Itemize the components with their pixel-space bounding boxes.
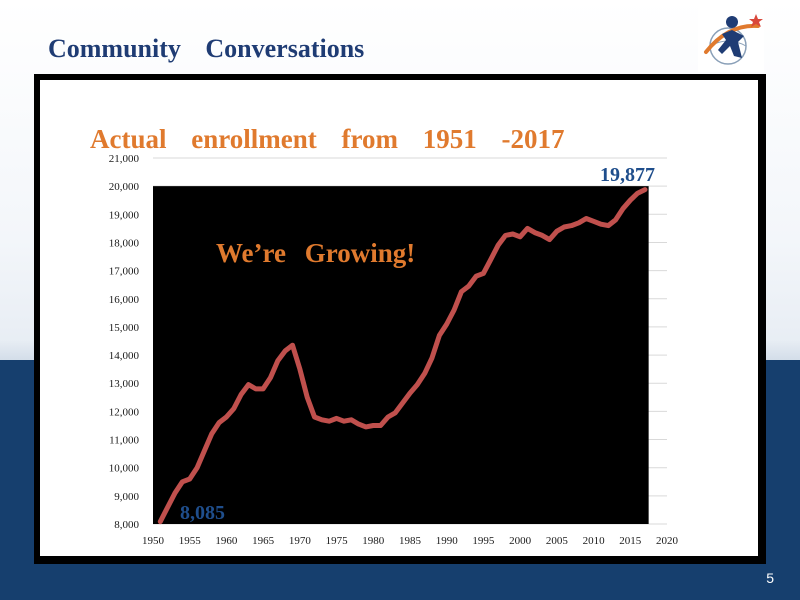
y-tick-label: 20,000 [109,181,140,193]
x-tick-label: 1985 [399,535,422,547]
logo-icon [704,14,763,65]
x-axis-ticks: 1950 1955 1960 1965 1970 1975 1980 1985 1990 1995… [142,535,679,547]
logo [698,6,764,72]
chart-annotation: We’re Growing! [216,238,415,268]
enrollment-line-chart: 8,000 9,000 10,000 11,000 12,000 13,000 14,000… [90,124,679,547]
y-tick-label: 8,000 [114,519,139,531]
x-tick-label: 2005 [546,535,569,547]
slide-title: Community Conversations [48,34,365,63]
x-tick-label: 2015 [619,535,642,547]
y-tick-label: 10,000 [109,463,140,475]
y-tick-label: 21,000 [109,153,140,165]
start-value-label: 8,085 [180,502,225,524]
x-tick-label: 1960 [215,535,238,547]
y-axis-ticks: 8,000 9,000 10,000 11,000 12,000 13,000 14,000… [109,153,140,531]
chart-panel: 8,000 9,000 10,000 11,000 12,000 13,000 14,000… [40,80,758,556]
end-value-label: 19,877 [600,164,655,186]
plot-background [153,186,649,524]
x-tick-label: 1995 [472,535,495,547]
y-tick-label: 11,000 [109,435,139,447]
page-number: 5 [766,570,774,586]
x-tick-label: 1955 [179,535,202,547]
y-tick-label: 15,000 [109,322,140,334]
y-tick-label: 19,000 [109,209,140,221]
y-tick-label: 12,000 [109,406,140,418]
y-tick-label: 13,000 [109,378,140,390]
x-tick-label: 1980 [362,535,385,547]
y-tick-label: 17,000 [109,266,140,278]
y-tick-label: 18,000 [109,237,140,249]
x-tick-label: 1950 [142,535,165,547]
x-tick-label: 1990 [436,535,459,547]
x-tick-label: 2000 [509,535,531,547]
y-tick-label: 9,000 [114,491,139,503]
y-tick-label: 14,000 [109,350,140,362]
logo-star [749,14,763,27]
logo-figure [718,30,744,58]
x-tick-label: 1975 [326,535,349,547]
enrollment-series-line [157,187,648,525]
x-tick-label: 2010 [583,535,606,547]
x-tick-label: 1965 [252,535,275,547]
x-tick-label: 2020 [656,535,679,547]
logo-head [726,16,738,28]
chart-title: Actual enrollment from 1951 -2017 [90,124,564,154]
x-tick-label: 1970 [289,535,312,547]
y-tick-label: 16,000 [109,294,140,306]
